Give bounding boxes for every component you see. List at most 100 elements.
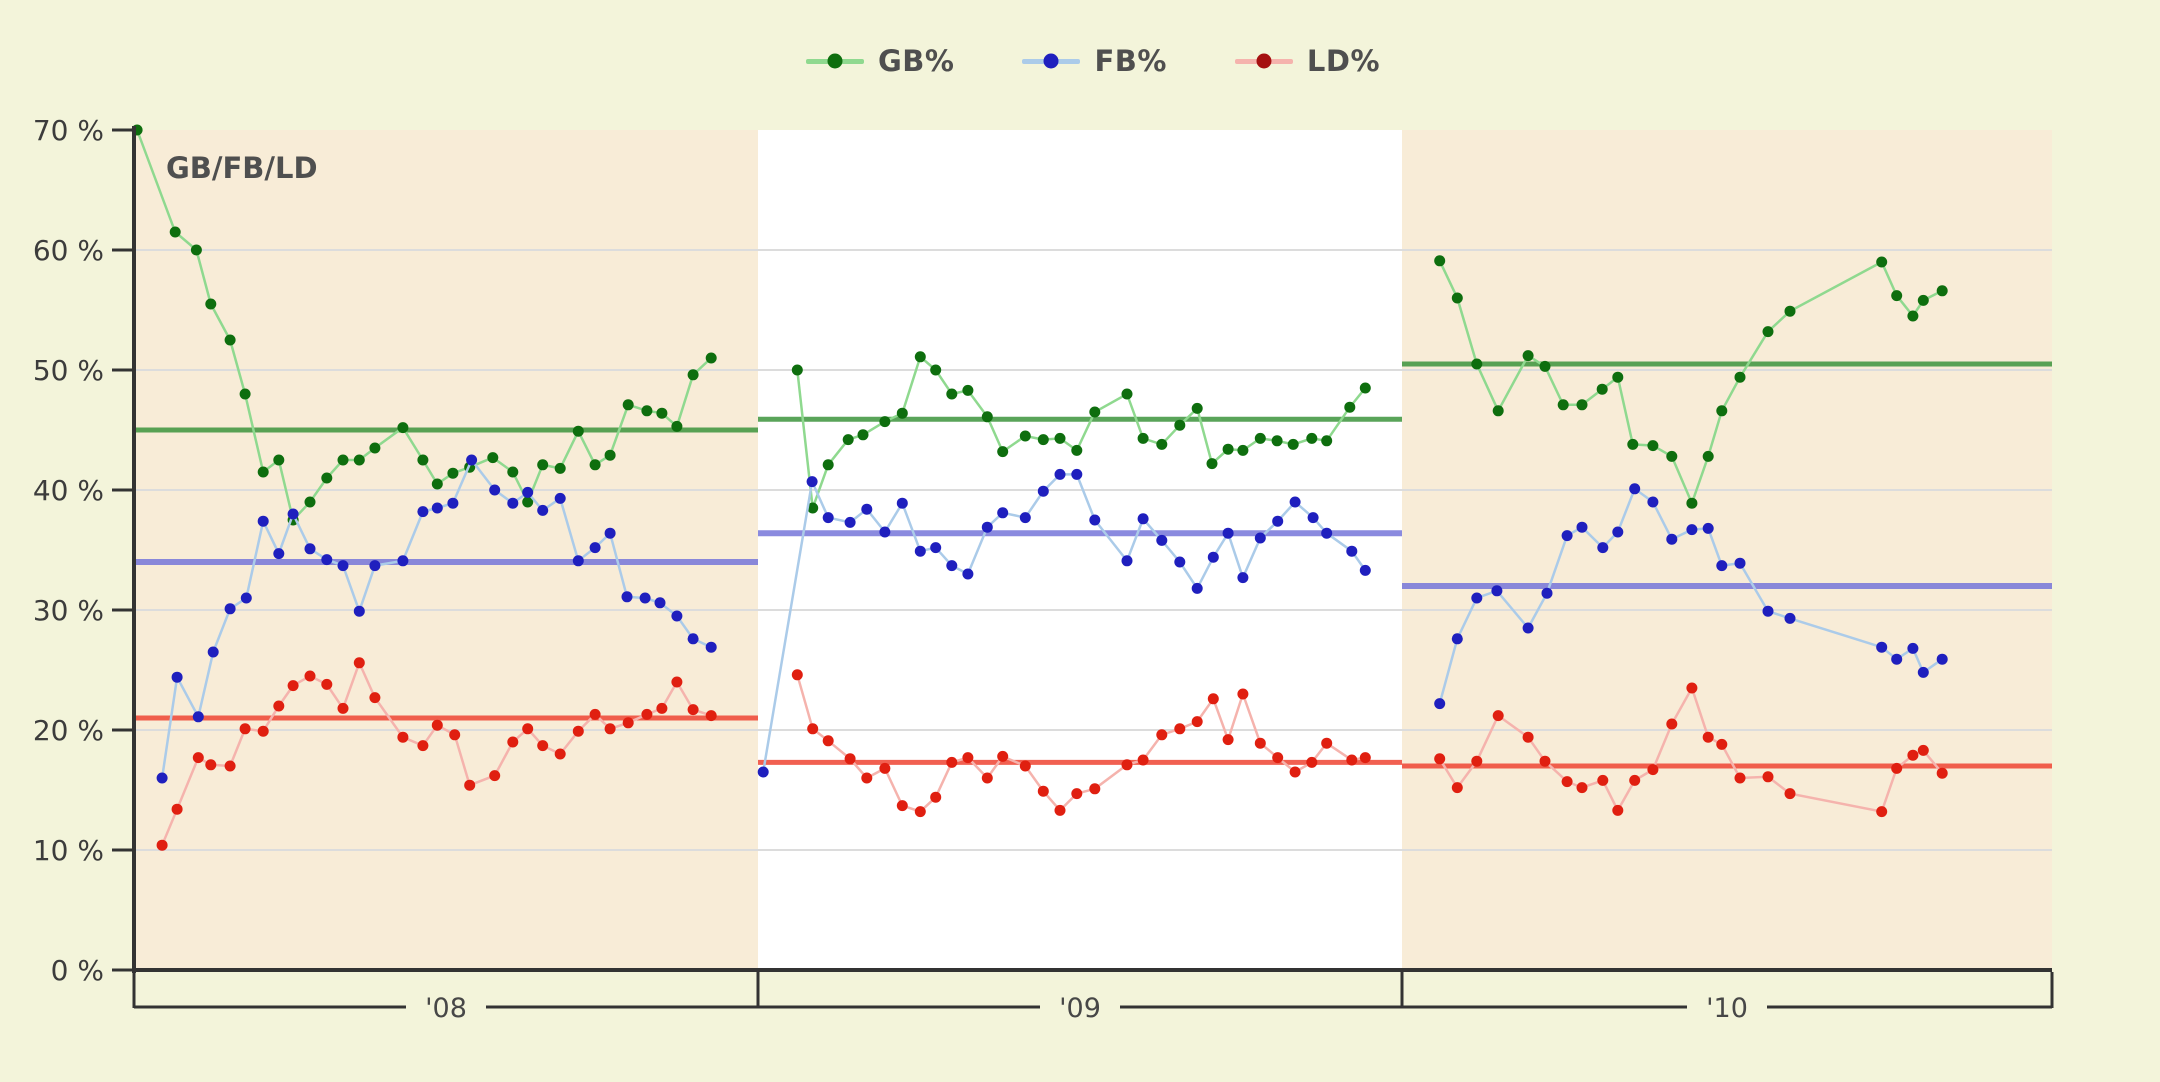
data-point-FB[interactable] — [1137, 513, 1149, 525]
data-point-GB[interactable] — [1917, 294, 1929, 306]
data-point-FB[interactable] — [1907, 642, 1919, 654]
data-point-FB[interactable] — [1576, 521, 1588, 533]
data-point-LD[interactable] — [1089, 783, 1101, 795]
data-point-FB[interactable] — [417, 506, 429, 518]
data-point-GB[interactable] — [337, 454, 349, 466]
data-point-GB[interactable] — [896, 407, 908, 419]
data-point-FB[interactable] — [1716, 560, 1728, 572]
data-point-GB[interactable] — [1321, 435, 1333, 447]
data-point-LD[interactable] — [273, 700, 285, 712]
data-point-FB[interactable] — [1307, 512, 1319, 524]
data-point-GB[interactable] — [822, 459, 834, 471]
data-point-GB[interactable] — [604, 449, 616, 461]
data-point-GB[interactable] — [321, 472, 333, 484]
data-point-GB[interactable] — [522, 496, 534, 508]
data-point-FB[interactable] — [1876, 641, 1888, 653]
data-point-FB[interactable] — [946, 560, 958, 572]
data-point-LD[interactable] — [622, 717, 634, 729]
data-point-GB[interactable] — [641, 405, 653, 417]
data-point-LD[interactable] — [1629, 774, 1641, 786]
data-point-LD[interactable] — [1917, 744, 1929, 756]
data-point-FB[interactable] — [554, 492, 566, 504]
data-point-GB[interactable] — [1156, 438, 1168, 450]
data-point-GB[interactable] — [1596, 383, 1608, 395]
data-point-LD[interactable] — [1686, 682, 1698, 694]
data-point-FB[interactable] — [1174, 556, 1186, 568]
data-point-LD[interactable] — [705, 710, 717, 722]
data-point-FB[interactable] — [353, 605, 365, 617]
data-point-GB[interactable] — [1539, 360, 1551, 372]
data-point-FB[interactable] — [1019, 512, 1031, 524]
data-point-LD[interactable] — [1492, 710, 1504, 722]
data-point-GB[interactable] — [1907, 310, 1919, 322]
data-point-FB[interactable] — [1156, 534, 1168, 546]
data-point-FB[interactable] — [1254, 532, 1266, 544]
data-point-GB[interactable] — [981, 411, 993, 423]
data-point-FB[interactable] — [1121, 555, 1133, 567]
data-point-LD[interactable] — [671, 676, 683, 688]
data-point-LD[interactable] — [205, 759, 217, 771]
data-point-GB[interactable] — [1784, 305, 1796, 317]
data-point-GB[interactable] — [1627, 438, 1639, 450]
data-point-GB[interactable] — [589, 459, 601, 471]
data-point-LD[interactable] — [1522, 731, 1534, 743]
data-point-FB[interactable] — [1936, 653, 1948, 665]
data-point-FB[interactable] — [397, 555, 409, 567]
data-point-LD[interactable] — [914, 806, 926, 818]
data-point-GB[interactable] — [507, 466, 519, 478]
data-point-FB[interactable] — [447, 497, 459, 509]
data-point-GB[interactable] — [1071, 444, 1083, 456]
data-point-FB[interactable] — [224, 603, 236, 615]
data-point-FB[interactable] — [1597, 542, 1609, 554]
data-point-LD[interactable] — [1716, 738, 1728, 750]
data-point-GB[interactable] — [1054, 432, 1066, 444]
data-point-GB[interactable] — [791, 364, 803, 376]
data-point-FB[interactable] — [896, 497, 908, 509]
data-point-FB[interactable] — [257, 515, 269, 527]
data-point-FB[interactable] — [604, 527, 616, 539]
data-point-FB[interactable] — [1222, 527, 1234, 539]
data-point-LD[interactable] — [304, 670, 316, 682]
data-point-LD[interactable] — [1071, 788, 1083, 800]
data-point-GB[interactable] — [857, 429, 869, 441]
data-point-FB[interactable] — [1272, 515, 1284, 527]
data-point-LD[interactable] — [287, 680, 299, 692]
data-point-FB[interactable] — [1346, 545, 1358, 557]
data-point-FB[interactable] — [1359, 564, 1371, 576]
data-point-FB[interactable] — [1686, 524, 1698, 536]
data-point-FB[interactable] — [1321, 527, 1333, 539]
data-point-GB[interactable] — [1702, 450, 1714, 462]
data-point-GB[interactable] — [1206, 458, 1218, 470]
data-point-GB[interactable] — [1891, 290, 1903, 302]
data-point-LD[interactable] — [1254, 737, 1266, 749]
data-point-LD[interactable] — [369, 692, 381, 704]
data-point-GB[interactable] — [353, 454, 365, 466]
data-point-LD[interactable] — [224, 760, 236, 772]
data-point-LD[interactable] — [1936, 767, 1948, 779]
data-point-LD[interactable] — [861, 772, 873, 784]
data-point-LD[interactable] — [1784, 788, 1796, 800]
data-point-GB[interactable] — [1434, 255, 1446, 267]
data-point-GB[interactable] — [997, 446, 1009, 458]
data-point-GB[interactable] — [1734, 371, 1746, 383]
data-point-FB[interactable] — [1891, 653, 1903, 665]
data-point-FB[interactable] — [1191, 582, 1203, 594]
data-point-GB[interactable] — [1137, 432, 1149, 444]
data-point-FB[interactable] — [1289, 496, 1301, 508]
data-point-LD[interactable] — [1321, 737, 1333, 749]
data-point-FB[interactable] — [1207, 551, 1219, 563]
data-point-GB[interactable] — [1762, 326, 1774, 338]
data-point-GB[interactable] — [1344, 401, 1356, 413]
data-point-FB[interactable] — [879, 526, 891, 538]
data-point-FB[interactable] — [621, 591, 633, 603]
data-point-LD[interactable] — [1222, 734, 1234, 746]
data-point-LD[interactable] — [1647, 764, 1659, 776]
data-point-LD[interactable] — [1137, 754, 1149, 766]
data-point-GB[interactable] — [1174, 419, 1186, 431]
data-point-GB[interactable] — [656, 407, 668, 419]
data-point-GB[interactable] — [169, 226, 181, 238]
data-point-GB[interactable] — [842, 434, 854, 446]
data-point-GB[interactable] — [879, 416, 891, 428]
data-point-LD[interactable] — [946, 756, 958, 768]
data-point-GB[interactable] — [1306, 432, 1318, 444]
